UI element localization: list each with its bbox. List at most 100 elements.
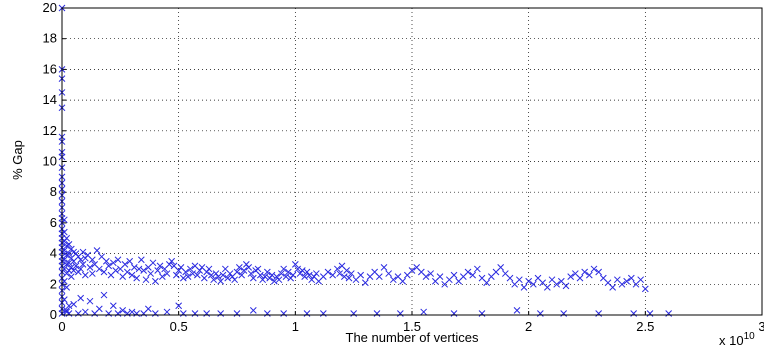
data-point xyxy=(313,271,319,277)
data-point xyxy=(381,264,387,270)
y-tick-label: 18 xyxy=(43,31,57,46)
data-point xyxy=(299,267,305,273)
data-point xyxy=(136,266,142,272)
data-point xyxy=(75,310,81,316)
data-point xyxy=(138,257,144,263)
data-point xyxy=(647,310,653,316)
data-point xyxy=(521,284,527,290)
data-point xyxy=(631,310,637,316)
x-tick-label: 2.5 xyxy=(636,319,654,334)
data-point xyxy=(89,271,95,277)
data-point xyxy=(87,298,93,304)
data-point xyxy=(152,278,158,284)
data-point xyxy=(201,275,207,281)
x-tick-label: 2 xyxy=(525,319,532,334)
data-point xyxy=(82,309,88,315)
data-point xyxy=(176,303,182,309)
data-point xyxy=(276,277,282,283)
data-point xyxy=(113,267,119,273)
data-point xyxy=(206,266,212,272)
data-point xyxy=(516,277,522,283)
data-point xyxy=(376,274,382,280)
data-point xyxy=(320,310,326,316)
data-point xyxy=(82,272,88,278)
y-tick-label: 16 xyxy=(43,61,57,76)
data-point xyxy=(264,310,270,316)
data-points xyxy=(59,5,672,316)
data-point xyxy=(374,310,380,316)
data-point xyxy=(134,310,140,316)
data-point xyxy=(71,301,77,307)
x-tick-label: 0.5 xyxy=(170,319,188,334)
data-point xyxy=(129,309,135,315)
data-point xyxy=(234,310,240,316)
data-point xyxy=(180,310,186,316)
y-tick-label: 0 xyxy=(50,307,57,322)
data-point xyxy=(243,261,249,267)
data-point xyxy=(96,306,102,312)
y-tick-label: 12 xyxy=(43,123,57,138)
y-axis-label: % Gap xyxy=(10,140,25,180)
data-point xyxy=(537,310,543,316)
data-point xyxy=(514,307,520,313)
data-point xyxy=(110,303,116,309)
x-tick-label: 1 xyxy=(292,319,299,334)
data-point xyxy=(94,248,100,254)
data-point xyxy=(232,277,238,283)
data-point xyxy=(250,307,256,313)
data-point xyxy=(358,272,364,278)
data-point xyxy=(507,275,513,281)
data-point xyxy=(101,292,107,298)
data-point xyxy=(351,310,357,316)
data-point xyxy=(213,271,219,277)
y-tick-labels: 0 2 4 6 8 10 12 14 16 18 20 xyxy=(43,0,57,322)
data-point xyxy=(152,310,158,316)
data-point xyxy=(563,283,569,289)
data-point xyxy=(474,266,480,272)
data-point xyxy=(255,266,261,272)
data-point xyxy=(143,277,149,283)
data-point xyxy=(561,310,567,316)
data-point xyxy=(281,310,287,316)
grid-layer xyxy=(62,8,762,315)
data-point xyxy=(451,310,457,316)
data-point xyxy=(192,310,198,316)
y-tick-label: 2 xyxy=(50,276,57,291)
y-tick-label: 4 xyxy=(50,246,57,261)
x-tick-label: 3 xyxy=(758,319,764,334)
y-tick-label: 10 xyxy=(43,154,57,169)
data-point xyxy=(397,310,403,316)
data-point xyxy=(288,275,294,281)
data-point xyxy=(610,284,616,290)
data-point xyxy=(638,277,644,283)
data-point xyxy=(484,280,490,286)
data-point xyxy=(386,271,392,277)
x-multiplier-label: x 1010 xyxy=(719,331,755,348)
y-tick-label: 6 xyxy=(50,215,57,230)
data-point xyxy=(66,310,72,316)
data-point xyxy=(131,264,137,270)
data-point xyxy=(145,306,151,312)
data-point xyxy=(75,269,81,275)
y-tick-label: 20 xyxy=(43,0,57,15)
data-point xyxy=(304,310,310,316)
data-point xyxy=(150,260,156,266)
data-point xyxy=(148,271,154,277)
x-axis-label: The number of vertices xyxy=(346,330,479,345)
data-point xyxy=(596,310,602,316)
data-point xyxy=(164,309,170,315)
data-point xyxy=(498,264,504,270)
data-point xyxy=(204,310,210,316)
x-tick-label: 0 xyxy=(58,319,65,334)
data-point xyxy=(544,284,550,290)
data-point xyxy=(479,310,485,316)
data-point xyxy=(451,272,457,278)
data-point xyxy=(106,310,112,316)
data-point xyxy=(180,275,186,281)
data-point xyxy=(362,280,368,286)
data-point xyxy=(82,255,88,261)
y-tick-label: 14 xyxy=(43,92,57,107)
data-point xyxy=(666,310,672,316)
data-point xyxy=(64,235,70,241)
